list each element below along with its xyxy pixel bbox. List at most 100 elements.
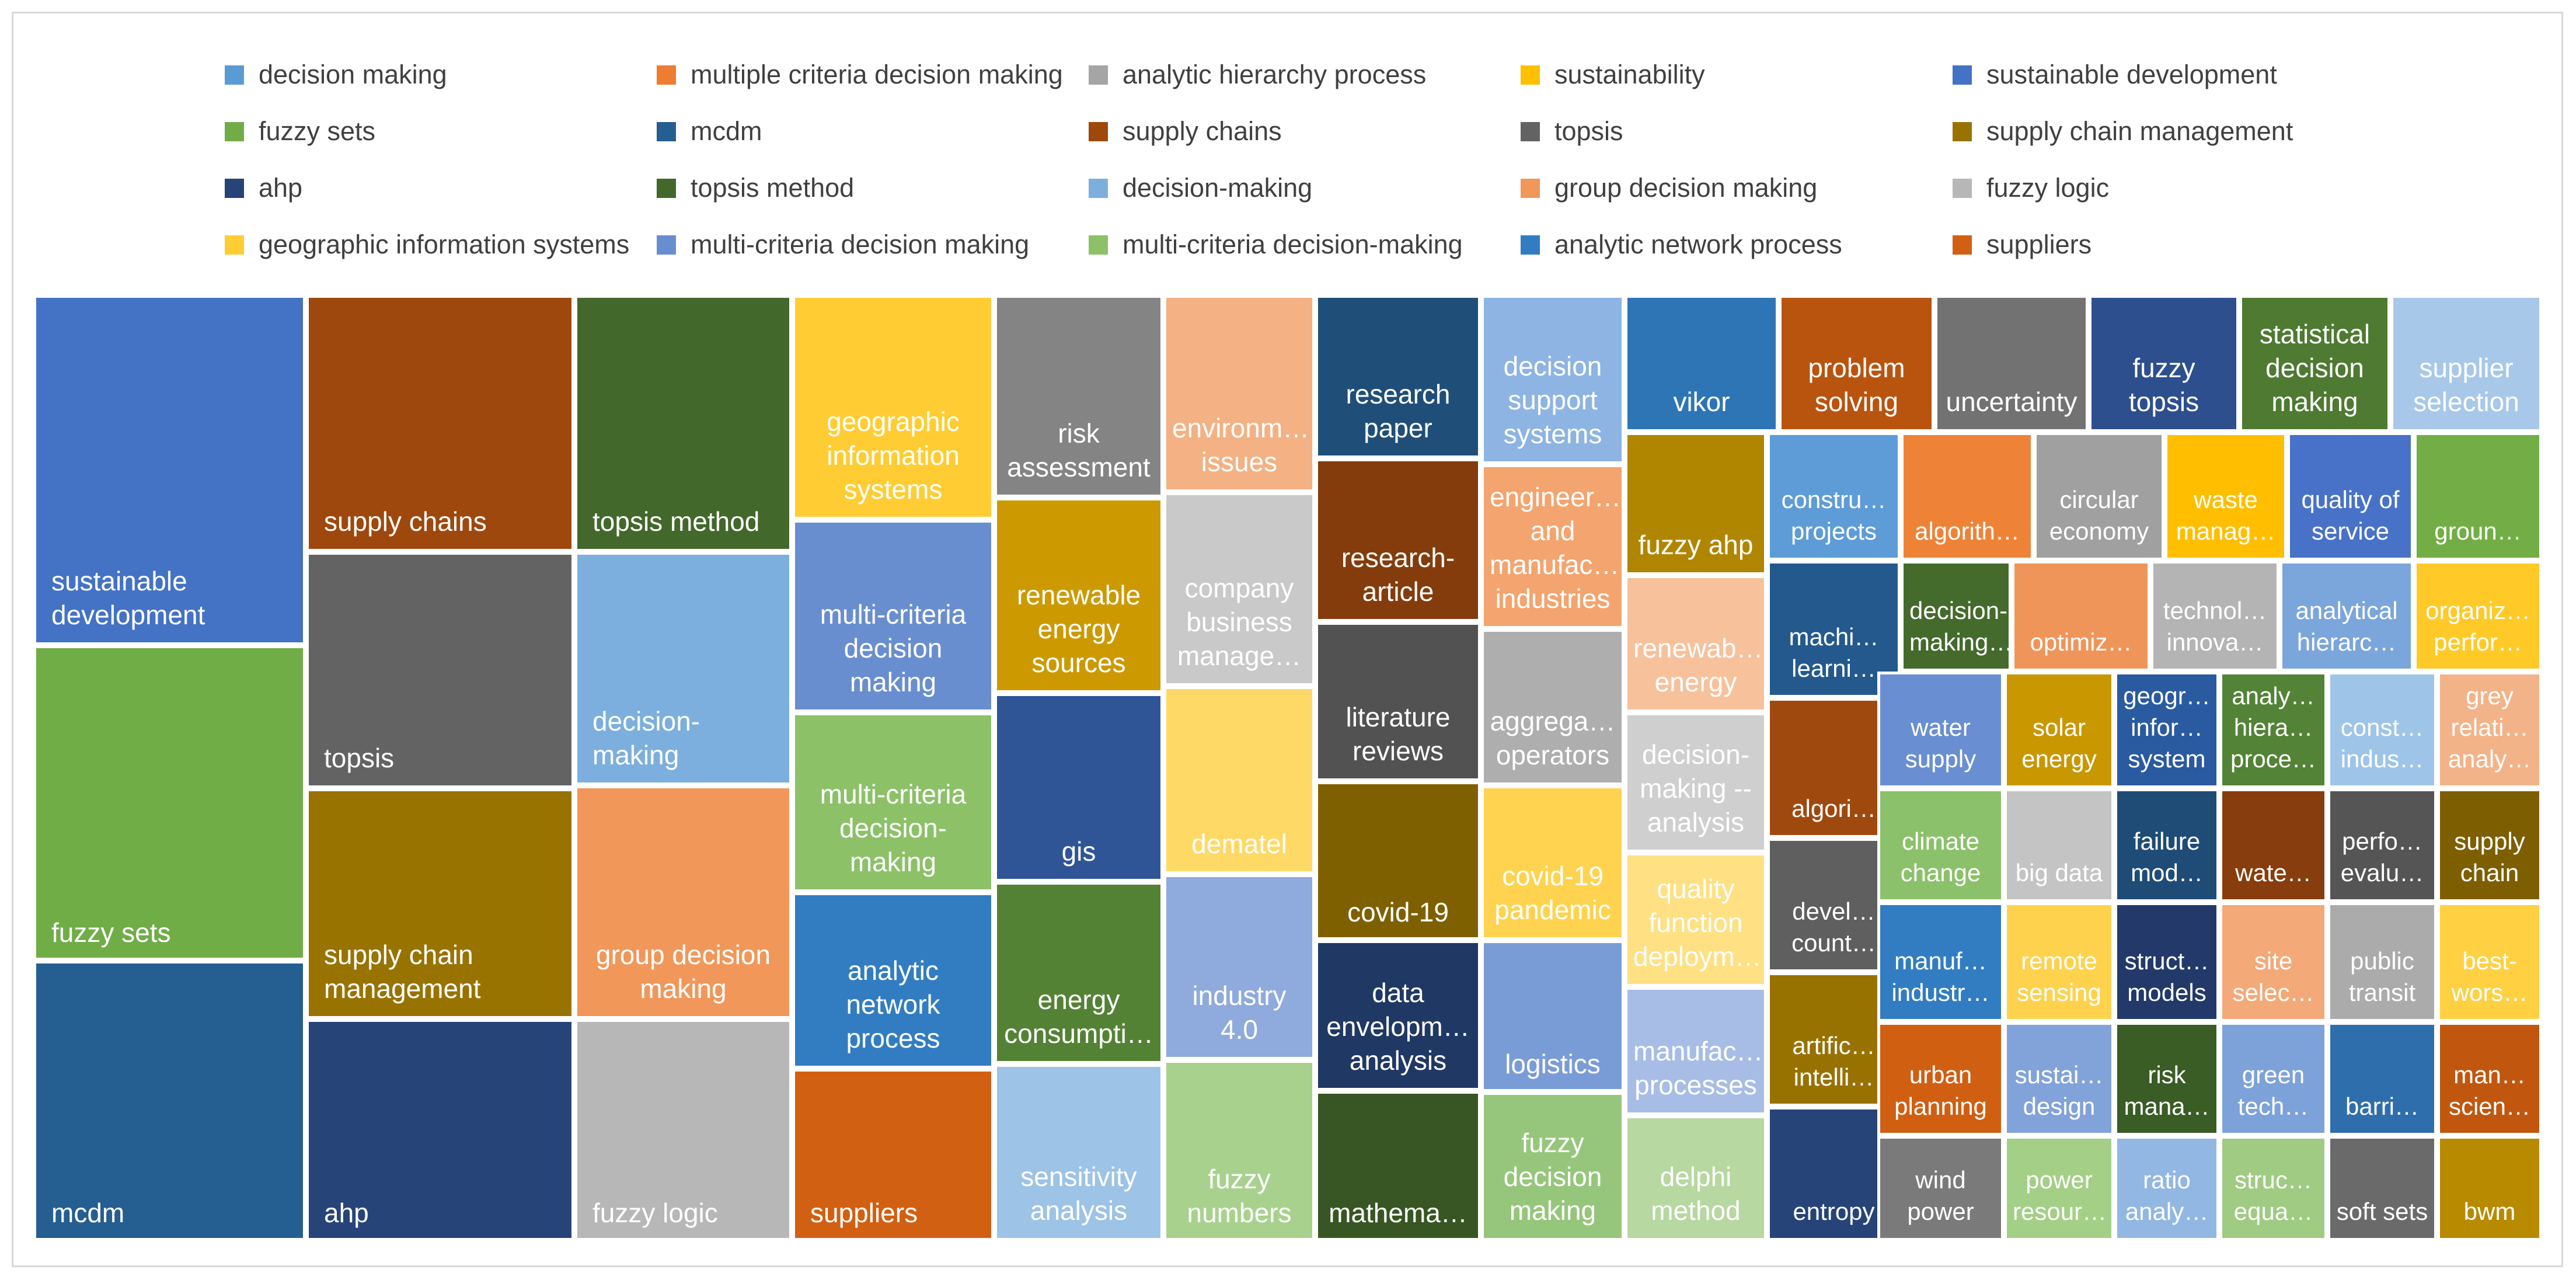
treemap-tile: suppliers bbox=[792, 1069, 994, 1241]
treemap-tile: industry 4.0 bbox=[1163, 874, 1315, 1060]
treemap-tile: ratio analy… bbox=[2114, 1136, 2219, 1241]
treemap-tile-label: delphi method bbox=[1651, 1161, 1741, 1226]
treemap-tile-label: perfo… evalu… bbox=[2340, 827, 2424, 886]
treemap-tile-label: decision-making… bbox=[1909, 597, 2012, 656]
treemap-tile: literature reviews bbox=[1315, 622, 1481, 781]
legend-label: supply chains bbox=[1123, 116, 1282, 146]
legend-item: topsis method bbox=[657, 171, 854, 206]
treemap-tile-label: renewab… energy bbox=[1633, 633, 1763, 697]
treemap-tile-label: fuzzy logic bbox=[592, 1198, 718, 1228]
legend-item: multi-criteria decision-making bbox=[1089, 227, 1463, 262]
legend-swatch bbox=[1953, 178, 1972, 198]
treemap-tile: quality of service bbox=[2287, 432, 2414, 561]
treemap-tile: struct… models bbox=[2114, 902, 2219, 1022]
treemap-tile-label: devel… count… bbox=[1791, 898, 1876, 956]
treemap-tile: bwm bbox=[2437, 1136, 2542, 1241]
legend-item: decision making bbox=[225, 57, 447, 92]
legend-item: multiple criteria decision making bbox=[657, 57, 1063, 92]
treemap-tile-label: covid-19 pandemic bbox=[1494, 861, 1611, 925]
treemap-tile-label: supply chain management bbox=[324, 940, 481, 1004]
treemap-tile: groun… bbox=[2414, 432, 2542, 561]
treemap-tile: risk mana… bbox=[2114, 1022, 2219, 1136]
treemap-tile-label: algorith… bbox=[1915, 517, 2020, 545]
treemap-tile-label: constru… projects bbox=[1781, 486, 1887, 545]
legend-item: group decision making bbox=[1521, 171, 1817, 206]
treemap-tile-label: decision support systems bbox=[1503, 351, 1602, 449]
treemap-tile: grey relati… analy… bbox=[2437, 672, 2542, 788]
treemap-tile: public transit bbox=[2327, 902, 2437, 1022]
treemap-tile: fuzzy sets bbox=[33, 645, 306, 961]
treemap-tile: ahp bbox=[306, 1019, 574, 1241]
treemap-tile-label: multi-criteria decision making bbox=[820, 599, 967, 697]
treemap-tile-label: artific… intelli… bbox=[1792, 1032, 1876, 1091]
treemap-tile-label: supplier selection bbox=[2413, 353, 2519, 417]
legend: decision making multiple criteria decisio… bbox=[0, 0, 2576, 280]
treemap-tile-label: energy consumpti… bbox=[1004, 985, 1153, 1049]
legend-item: fuzzy sets bbox=[225, 114, 375, 149]
treemap-tile-label: const… indus… bbox=[2340, 714, 2424, 773]
legend-label: decision-making bbox=[1123, 173, 1313, 203]
treemap-tile-label: bwm bbox=[2463, 1198, 2516, 1225]
treemap-tile-label: best-wors… bbox=[2451, 947, 2528, 1006]
treemap-tile-label: mcdm bbox=[51, 1198, 125, 1228]
legend-swatch bbox=[657, 65, 676, 85]
treemap-tile-label: optimiz… bbox=[2030, 628, 2132, 656]
treemap-tile-label: environm… issues bbox=[1172, 413, 1310, 477]
treemap-tile-label: decision-making -- analysis bbox=[1640, 739, 1752, 837]
treemap-tile: engineer… and manufac… industries bbox=[1481, 464, 1625, 629]
treemap-tile: gis bbox=[994, 693, 1163, 882]
treemap-tile-label: remote sensing bbox=[2017, 947, 2101, 1006]
legend-swatch bbox=[1089, 65, 1108, 85]
treemap-tile-label: risk assessment bbox=[1007, 418, 1151, 482]
treemap-tile: vikor bbox=[1625, 295, 1779, 432]
legend-item: mcdm bbox=[657, 114, 762, 149]
treemap-tile-label: data envelopm… analysis bbox=[1326, 978, 1470, 1076]
treemap-tile: research-article bbox=[1315, 458, 1481, 622]
treemap-tile-label: logistics bbox=[1505, 1049, 1601, 1079]
treemap-tile: decision-making… bbox=[1901, 561, 2012, 672]
legend-swatch bbox=[657, 178, 676, 198]
treemap-tile: manuf… industr… bbox=[1877, 902, 2004, 1022]
treemap-tile: climate change bbox=[1877, 788, 2004, 902]
treemap-tile: environm… issues bbox=[1163, 295, 1315, 492]
legend-swatch bbox=[1953, 235, 1972, 255]
legend-item: sustainability bbox=[1521, 57, 1705, 92]
treemap-tile-label: entropy bbox=[1793, 1198, 1875, 1225]
treemap-tile: data envelopm… analysis bbox=[1315, 940, 1481, 1091]
treemap-tile-label: multi-criteria decision-making bbox=[820, 779, 967, 877]
legend-label: mcdm bbox=[691, 116, 762, 146]
legend-item: geographic information systems bbox=[225, 227, 629, 262]
treemap-tile: waste manag… bbox=[2164, 432, 2287, 561]
legend-item: analytic hierarchy process bbox=[1089, 57, 1426, 92]
treemap-tile-label: research paper bbox=[1345, 379, 1451, 443]
treemap-tile-label: organiz… perfor… bbox=[2425, 597, 2530, 656]
legend-item: decision-making bbox=[1089, 171, 1312, 206]
legend-label: multi-criteria decision-making bbox=[1123, 229, 1463, 259]
treemap-tile: sustainable development bbox=[33, 295, 306, 645]
treemap-tile-label: analytic network process bbox=[846, 955, 940, 1053]
treemap-tile-label: statistical decision making bbox=[2259, 319, 2371, 417]
treemap-tile: topsis bbox=[306, 552, 574, 788]
treemap-tile-label: problem solving bbox=[1808, 353, 1905, 417]
treemap-tile-label: struc… equa… bbox=[2233, 1166, 2313, 1225]
legend-swatch bbox=[1953, 121, 1972, 141]
treemap-tile-label: fuzzy ahp bbox=[1638, 530, 1754, 560]
treemap-tile-label: decision-making bbox=[592, 706, 700, 770]
treemap-tile: fuzzy topsis bbox=[2089, 295, 2239, 432]
treemap-tile-label: industry 4.0 bbox=[1192, 980, 1287, 1045]
treemap-tile-label: company business manage… bbox=[1177, 573, 1302, 671]
treemap-tile: algorith… bbox=[1901, 432, 2034, 561]
treemap-tile-label: ahp bbox=[324, 1198, 369, 1228]
treemap-tile-label: manuf… industr… bbox=[1891, 947, 1990, 1006]
treemap-tile-label: covid-19 bbox=[1347, 897, 1449, 927]
legend-item: fuzzy logic bbox=[1953, 171, 2109, 206]
treemap-tile-label: suppliers bbox=[810, 1198, 918, 1228]
treemap-tile-label: power resour… bbox=[2013, 1166, 2107, 1225]
legend-label: group decision making bbox=[1554, 173, 1818, 203]
treemap-tile-label: vikor bbox=[1673, 387, 1730, 417]
legend-item: supply chain management bbox=[1953, 114, 2293, 149]
treemap-tile: water supply bbox=[1877, 672, 2004, 788]
treemap-tile-label: grey relati… analy… bbox=[2448, 682, 2532, 773]
treemap-tile: supply chains bbox=[306, 295, 574, 552]
